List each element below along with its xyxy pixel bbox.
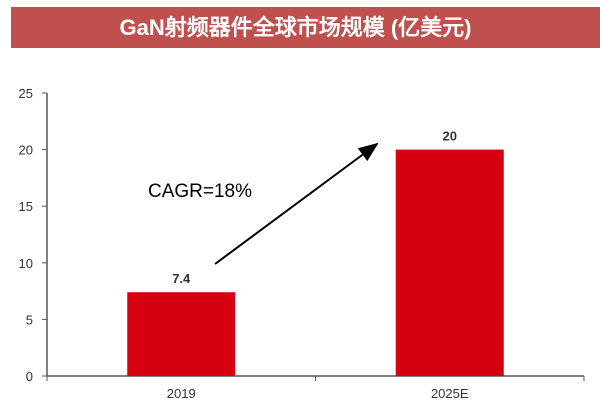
y-tick-label: 0 (26, 369, 33, 384)
y-tick-label: 10 (19, 256, 33, 271)
data-label: 7.4 (172, 271, 191, 286)
y-tick-label: 5 (26, 312, 33, 327)
data-label: 20 (443, 129, 457, 144)
growth-arrow (214, 142, 379, 265)
y-tick-label: 20 (19, 143, 33, 158)
cagr-annotation: CAGR=18% (148, 181, 252, 202)
bar-2025E (395, 149, 504, 376)
x-tick-label: 2025E (431, 386, 469, 400)
chart-title: GaN射频器件全球市场规模 (亿美元) (11, 7, 600, 48)
y-tick-label: 25 (19, 86, 33, 101)
bar-2019 (127, 292, 236, 376)
x-tick-label: 2019 (167, 386, 196, 400)
y-tick-label: 15 (19, 199, 33, 214)
